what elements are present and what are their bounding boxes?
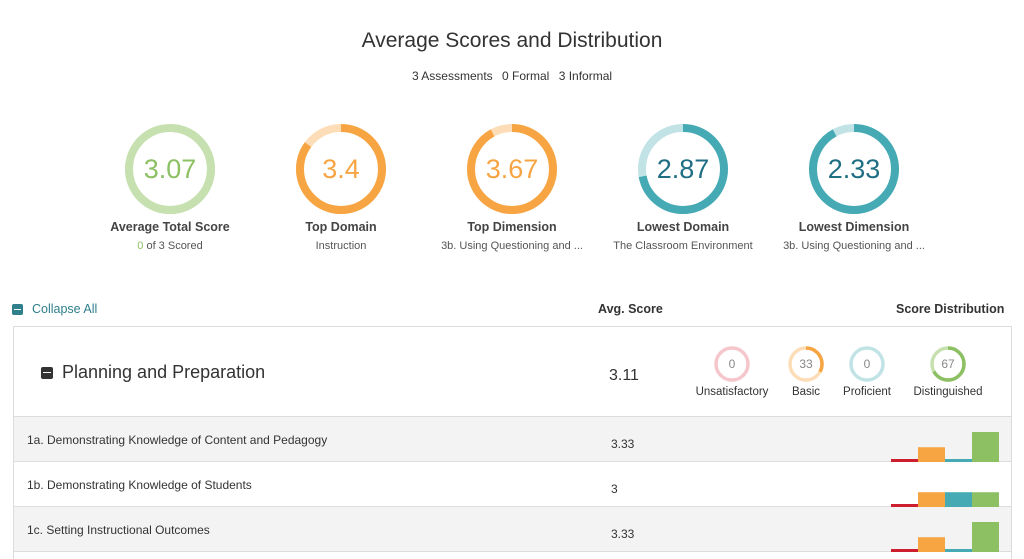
kpi-subtext: Instruction — [315, 240, 367, 252]
kpi-value: 3.4 — [322, 154, 360, 184]
distribution-bar — [918, 537, 945, 552]
collapse-all-label: Collapse All — [32, 302, 98, 316]
distribution-bar — [891, 549, 918, 552]
dimension-name: 1c. Setting Instructional Outcomes — [27, 523, 210, 537]
kpi-card: 2.87 Lowest Domain The Classroom Environme… — [598, 122, 768, 252]
distribution-bar — [972, 492, 999, 507]
distribution-label: Proficient — [843, 386, 891, 398]
kpi-label: Lowest Dimension — [798, 220, 910, 234]
kpi-card: 3.67 Top Dimension 3b. Using Questioning a… — [427, 122, 597, 252]
table-row[interactable]: 1c. Setting Instructional Outcomes 3.33 — [14, 507, 1011, 552]
kpi-ring: 3.07 — [125, 124, 215, 214]
kpi-card: 3.07 Average Total Score 0 of 3 Scored — [85, 122, 255, 252]
kpi-label: Top Domain — [305, 220, 377, 234]
mini-distribution-chart — [891, 432, 999, 462]
distribution-bar — [945, 459, 972, 462]
distribution-bar — [891, 504, 918, 507]
domain-title: Planning and Preparation — [62, 362, 266, 382]
dimension-name: 1a. Demonstrating Knowledge of Content a… — [27, 433, 328, 447]
domain-avg-score: 3.11 — [609, 367, 639, 384]
kpi-label: Lowest Domain — [636, 220, 730, 234]
distribution-ring: 33 — [788, 346, 824, 382]
kpi-label: Top Dimension — [467, 220, 557, 234]
dimension-score: 3.33 — [611, 527, 635, 541]
table-row[interactable]: 1b. Demonstrating Knowledge of Students 3 — [14, 462, 1011, 507]
assessments-count: 3 Assessments — [411, 69, 493, 83]
domain-row: Planning and Preparation 3.11 0 Unsatisfa… — [14, 327, 1011, 417]
assessment-summary: 3 Assessments 0 Formal 3 Informal — [0, 69, 1024, 83]
kpi-label: Average Total Score — [110, 220, 230, 234]
kpi-subtext: 3b. Using Questioning and ... — [441, 240, 583, 252]
score-distribution-header: Score Distribution — [896, 302, 1005, 316]
formal-count: 0 Formal — [502, 69, 550, 83]
kpi-ring: 2.87 — [638, 124, 728, 214]
distribution-bar — [972, 522, 999, 552]
kpi-value: 3.67 — [486, 154, 539, 184]
distribution-value: 67 — [941, 357, 955, 371]
kpi-ring: 3.4 — [296, 124, 386, 214]
kpi-value: 3.07 — [144, 154, 197, 184]
distribution-value: 33 — [799, 357, 813, 371]
distribution-bar — [918, 492, 945, 507]
kpi-ring: 3.67 — [467, 124, 557, 214]
distribution-proficient: 0 Proficient — [822, 345, 912, 398]
dimension-score: 3 — [611, 482, 618, 496]
kpi-subtext: 0 of 3 Scored — [137, 240, 203, 252]
distribution-bar — [945, 549, 972, 552]
kpi-ring-arc — [467, 124, 557, 214]
distribution-label: Distinguished — [913, 386, 983, 398]
scored-count: 0 — [137, 240, 144, 252]
dimension-name: 1b. Demonstrating Knowledge of Students — [27, 478, 252, 492]
distribution-ring-arc — [930, 346, 966, 382]
dimension-score: 3.33 — [611, 437, 635, 451]
collapse-all-button[interactable]: Collapse All — [12, 302, 97, 316]
distribution-ring: 0 — [714, 346, 750, 382]
mini-distribution-chart — [891, 522, 999, 552]
informal-count: 3 Informal — [558, 69, 613, 83]
kpi-subtext: 3b. Using Questioning and ... — [783, 240, 925, 252]
distribution-bar — [945, 492, 972, 507]
distribution-ring: 67 — [930, 346, 966, 382]
kpi-ring-arc — [296, 124, 386, 214]
distribution-value: 0 — [729, 357, 736, 371]
distribution-bar — [972, 432, 999, 462]
kpi-value: 2.33 — [828, 154, 881, 184]
distribution-value: 0 — [864, 357, 871, 371]
domain-toggle[interactable]: Planning and Preparation — [41, 362, 265, 383]
kpi-subtext: The Classroom Environment — [613, 240, 753, 252]
distribution-ring-track — [714, 346, 750, 382]
avg-score-header: Avg. Score — [598, 302, 663, 316]
kpi-value: 2.87 — [657, 154, 710, 184]
mini-distribution-chart — [891, 492, 999, 507]
distribution-basic: 33 Basic — [761, 345, 851, 398]
distribution-bar — [918, 447, 945, 462]
kpi-ring-arc — [638, 124, 728, 214]
page-title: Average Scores and Distribution — [361, 29, 663, 52]
kpi-ring-arc — [809, 124, 899, 214]
distribution-ring: 0 — [849, 346, 885, 382]
domain-panel: Planning and Preparation 3.11 0 Unsatisfa… — [13, 326, 1012, 559]
distribution-ring-track — [849, 346, 885, 382]
distribution-label: Basic — [791, 386, 821, 398]
collapse-icon — [12, 303, 23, 315]
table-row[interactable]: 1a. Demonstrating Knowledge of Content a… — [14, 417, 1011, 462]
kpi-card: 3.4 Top Domain Instruction — [256, 122, 426, 252]
kpi-card: 2.33 Lowest Dimension 3b. Using Questionin… — [769, 122, 939, 252]
distribution-unsatisfactory: 0 Unsatisfactory — [687, 345, 777, 398]
collapse-domain-icon — [41, 366, 53, 379]
distribution-bar — [891, 459, 918, 462]
kpi-ring: 2.33 — [809, 124, 899, 214]
distribution-label: Unsatisfactory — [695, 386, 769, 398]
distribution-ring-arc — [788, 346, 824, 382]
distribution-distinguished: 67 Distinguished — [903, 345, 993, 398]
kpi-ring-arc — [125, 124, 215, 214]
